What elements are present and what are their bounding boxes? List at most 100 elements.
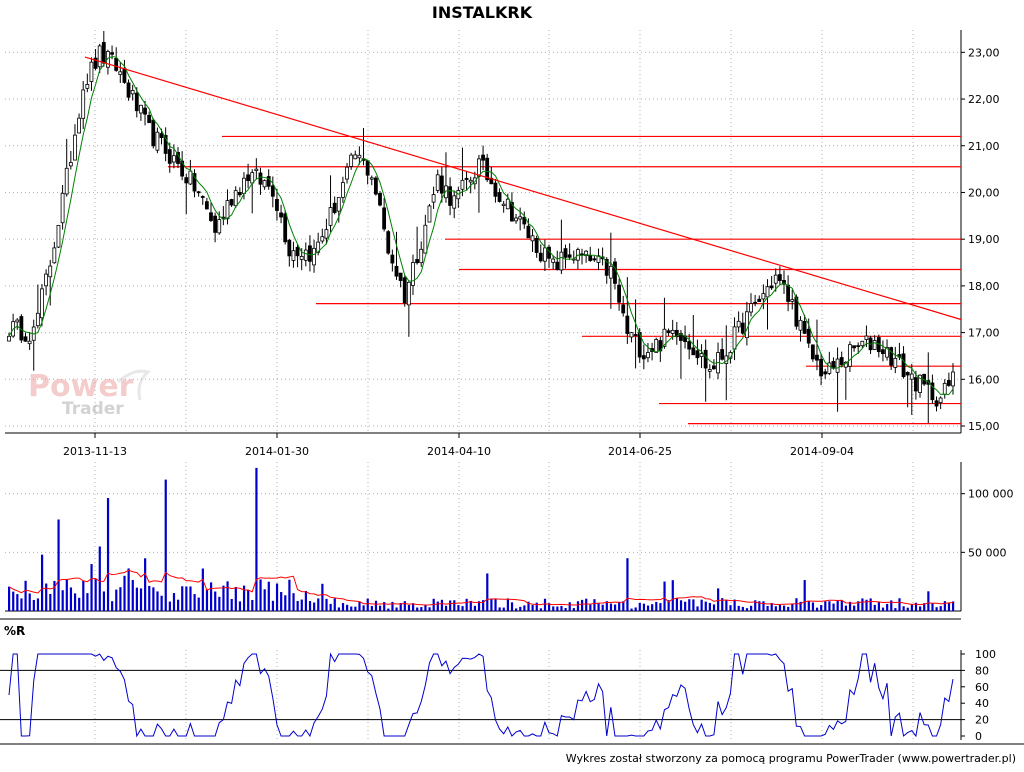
volume-bar: [646, 605, 650, 611]
price-y-tick-label: 17,00: [968, 327, 1000, 340]
volume-bar: [519, 606, 522, 611]
candle-body: [938, 397, 943, 403]
candle-body: [646, 352, 650, 359]
candle-body: [468, 179, 473, 183]
candle-body: [349, 154, 354, 167]
price-y-tick-label: 20,00: [968, 186, 1000, 199]
volume-bar: [659, 603, 662, 611]
candle-body: [633, 334, 638, 336]
candle-body: [798, 319, 803, 331]
volume-bar: [449, 600, 452, 611]
volume-bar: [890, 600, 893, 611]
candle-body: [885, 347, 889, 358]
williams-r-panel: [0, 652, 961, 738]
candle-body: [744, 311, 749, 339]
candle-body: [460, 179, 465, 190]
watermark-line1: Power: [28, 369, 134, 404]
candle-body: [324, 229, 329, 239]
candle-body: [204, 201, 209, 210]
volume-bar: [729, 605, 732, 611]
volume-bar: [597, 603, 600, 611]
volume-bar: [638, 602, 641, 611]
candle-body: [101, 41, 106, 64]
volume-bar: [560, 606, 563, 611]
candle-body: [699, 353, 704, 357]
volume-bar: [267, 581, 270, 611]
volume-bar: [354, 606, 357, 611]
volume-bar: [160, 595, 163, 611]
candle-body: [291, 250, 296, 261]
volume-bar: [102, 591, 106, 611]
candle-body: [732, 326, 737, 350]
volume-bar: [947, 602, 951, 611]
volume-moving-average: [8, 569, 954, 606]
volume-bar: [531, 605, 534, 611]
candle-body: [262, 180, 267, 188]
volume-bar: [156, 591, 159, 611]
candle-body: [423, 224, 428, 254]
price-moving-average: [8, 56, 954, 396]
candle-body: [73, 134, 77, 161]
volume-bar: [86, 593, 89, 611]
volume-bar: [782, 605, 786, 611]
candle-body: [233, 190, 238, 207]
candle-body: [246, 174, 250, 182]
volume-bar: [894, 608, 897, 611]
volume-bar: [708, 602, 711, 611]
candle-body: [357, 154, 362, 159]
candle-body: [439, 175, 444, 194]
volume-bar: [807, 600, 810, 611]
volume-bar: [675, 598, 679, 611]
volume-bar: [8, 586, 11, 611]
volume-bar: [139, 588, 143, 611]
candle-body: [308, 245, 312, 262]
volume-bar: [692, 599, 695, 611]
volume-bar: [234, 586, 237, 611]
candle-body: [580, 253, 584, 256]
volume-bar: [630, 608, 633, 611]
candle-body: [670, 329, 675, 334]
candle-body: [332, 202, 337, 213]
volume-bar: [218, 596, 221, 611]
candle-body: [827, 362, 832, 374]
candle-body: [930, 382, 935, 401]
volume-bar: [762, 601, 765, 611]
volume-bar: [61, 590, 64, 611]
candle-body: [353, 154, 358, 160]
candle-body: [163, 134, 168, 154]
candle-body: [365, 160, 370, 176]
wr-y-tick-label: 100: [975, 648, 996, 661]
candle-body: [703, 349, 708, 369]
volume-bar: [873, 604, 876, 611]
candle-body: [336, 197, 341, 212]
volume-bar: [164, 479, 167, 611]
volume-bar: [585, 598, 588, 611]
volume-bar: [271, 600, 275, 611]
volume-bar: [651, 604, 654, 611]
volume-bar: [684, 601, 687, 611]
volume-bar: [787, 606, 790, 611]
volume-bar: [119, 587, 122, 611]
axes: 23,00 22,00 21,00 20,00 19,00 18,00 17,00 16,00…: [63, 46, 1013, 743]
price-y-tick-label: 19,00: [968, 233, 1000, 246]
candle-body: [757, 298, 762, 302]
volume-bar: [655, 601, 658, 611]
volume-bar: [564, 607, 567, 611]
candle-body: [905, 371, 910, 376]
volume-bar: [881, 607, 885, 611]
volume-bar: [111, 601, 114, 611]
candle-body: [617, 284, 621, 303]
volume-bar: [671, 580, 674, 611]
candle-body: [852, 345, 856, 349]
volume-bar: [679, 600, 683, 611]
volume-bar: [288, 579, 291, 611]
candle-body: [769, 285, 774, 289]
candle-body: [341, 182, 345, 198]
candle-body: [819, 358, 823, 377]
price-panel: [7, 31, 962, 425]
volume-bar: [923, 603, 926, 611]
candle-body: [951, 371, 955, 387]
candle-body: [188, 170, 193, 185]
candle-body: [777, 274, 782, 281]
candle-body: [118, 71, 123, 75]
